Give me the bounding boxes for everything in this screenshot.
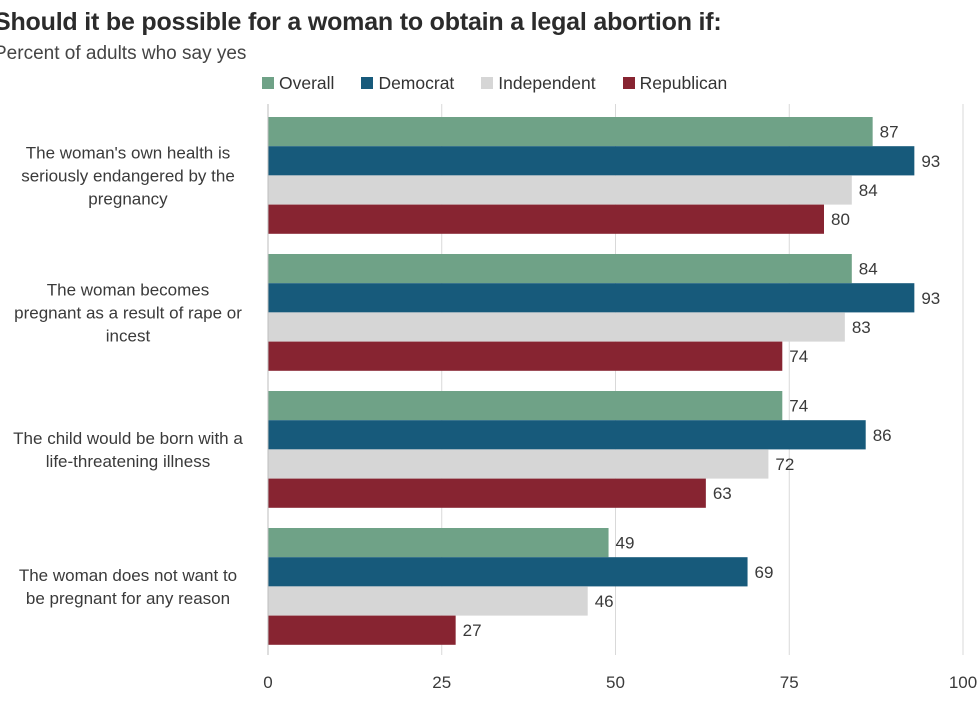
- legend-item-democrat: Democrat: [361, 73, 454, 94]
- bar-republican-2: [268, 341, 783, 371]
- value-label-republican-1: 80: [831, 210, 850, 229]
- bar-republican-3: [268, 478, 706, 508]
- bar-independent-1: [268, 175, 852, 205]
- legend-item-republican: Republican: [622, 72, 728, 94]
- chart-legend: Overall Democrat Independent Republican: [262, 71, 754, 95]
- chart-subtitle: Percent of adults who say yes: [0, 43, 247, 64]
- value-label-democrat-4: 69: [755, 563, 774, 582]
- legend-label-overall: Overall: [279, 72, 335, 93]
- value-label-democrat-3: 86: [873, 426, 892, 445]
- value-label-independent-3: 72: [775, 455, 794, 474]
- legend-swatch-independent: [481, 77, 494, 89]
- bar-overall-4: [268, 528, 609, 558]
- chart-title: Should it be possible for a woman to obt…: [0, 8, 722, 36]
- category-label-3-line-1: The child would be born with a: [13, 429, 243, 448]
- bar-republican-4: [268, 615, 456, 645]
- bar-overall-3: [268, 391, 783, 421]
- x-tick-label-100: 100: [949, 673, 977, 692]
- value-label-independent-2: 83: [852, 318, 871, 337]
- legend-label-republican: Republican: [639, 72, 728, 93]
- legend-swatch-republican: [622, 77, 635, 89]
- x-tick-label-75: 75: [780, 673, 799, 692]
- category-label-2-line-3: incest: [106, 326, 151, 345]
- value-label-overall-2: 84: [859, 260, 878, 279]
- value-label-democrat-2: 93: [921, 289, 940, 308]
- value-label-overall-4: 49: [616, 534, 635, 553]
- x-tick-label-50: 50: [606, 673, 625, 692]
- bar-overall-2: [268, 254, 852, 284]
- bar-independent-3: [268, 449, 769, 479]
- category-label-4-line-1: The woman does not want to: [19, 566, 237, 585]
- category-label-4-line-2: be pregnant for any reason: [26, 589, 230, 608]
- category-label-1-line-2: seriously endangered by the: [21, 166, 235, 185]
- legend-swatch-overall: [262, 77, 274, 89]
- value-label-republican-3: 63: [713, 484, 732, 503]
- value-label-overall-1: 87: [880, 123, 899, 142]
- category-label-3-line-2: life-threatening illness: [46, 452, 210, 471]
- bar-democrat-4: [268, 557, 748, 587]
- x-tick-label-25: 25: [432, 673, 451, 692]
- bar-democrat-3: [268, 420, 866, 450]
- bar-democrat-1: [268, 146, 915, 176]
- legend-swatch-democrat: [361, 77, 374, 89]
- value-label-overall-3: 74: [789, 397, 808, 416]
- value-label-democrat-1: 93: [921, 152, 940, 171]
- bar-overall-1: [268, 117, 873, 147]
- value-label-republican-2: 74: [789, 347, 808, 366]
- legend-label-independent: Independent: [498, 72, 596, 93]
- legend-item-independent: Independent: [481, 72, 596, 94]
- category-label-2-line-1: The woman becomes: [47, 280, 210, 299]
- category-label-1-line-1: The woman's own health is: [26, 143, 231, 162]
- category-label-2-line-2: pregnant as a result of rape or: [14, 303, 242, 322]
- value-label-independent-4: 46: [595, 592, 614, 611]
- legend-label-democrat: Democrat: [378, 72, 455, 93]
- bar-republican-1: [268, 204, 824, 234]
- bar-independent-2: [268, 312, 845, 342]
- legend-item-overall: Overall: [262, 73, 334, 94]
- category-label-1-line-3: pregnancy: [88, 189, 168, 208]
- bar-democrat-2: [268, 283, 915, 313]
- bar-independent-4: [268, 586, 588, 616]
- value-label-republican-4: 27: [463, 621, 482, 640]
- value-label-independent-1: 84: [859, 181, 878, 200]
- x-tick-label-0: 0: [263, 673, 272, 692]
